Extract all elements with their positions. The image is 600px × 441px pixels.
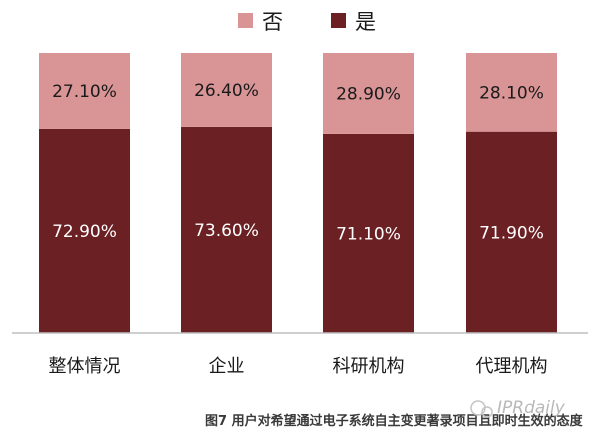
legend: 否是: [238, 10, 376, 34]
legend-label-1: 是: [355, 10, 376, 34]
data-label-yes-0: 72.90%: [52, 222, 117, 242]
bar-no-2: [323, 53, 414, 134]
category-label-3: 代理机构: [476, 356, 548, 377]
data-label-no-2: 28.90%: [336, 84, 401, 104]
bar-no-3: [466, 53, 557, 132]
bar-yes-3: [466, 131, 557, 333]
bar-yes-2: [323, 133, 414, 333]
data-label-yes-3: 71.90%: [479, 223, 544, 243]
data-label-yes-1: 73.60%: [194, 221, 259, 241]
bar-no-1: [181, 53, 272, 127]
bar-no-0: [39, 53, 130, 129]
bars: 72.90% 27.10% 73.60% 26.40% 71.10% 28.90% 71.9…: [39, 53, 557, 333]
data-label-no-3: 28.10%: [479, 83, 544, 103]
bar-yes-0: [39, 128, 130, 333]
category-labels: 整体情况 企业 科研机构 代理机构: [49, 356, 548, 377]
legend-swatch-1: [331, 13, 346, 28]
data-label-yes-2: 71.10%: [336, 224, 401, 244]
legend-swatch-0: [238, 13, 253, 28]
data-label-no-1: 26.40%: [194, 81, 259, 101]
data-label-no-0: 27.10%: [52, 82, 117, 102]
category-label-0: 整体情况: [49, 356, 121, 377]
category-label-1: 企业: [209, 356, 245, 377]
watermark-icon-inner: [481, 406, 493, 418]
watermark: IPRdaily: [470, 398, 566, 418]
watermark-text: IPRdaily: [497, 398, 566, 418]
legend-label-0: 否: [262, 10, 283, 34]
category-label-2: 科研机构: [333, 356, 405, 377]
bar-yes-1: [181, 126, 272, 333]
